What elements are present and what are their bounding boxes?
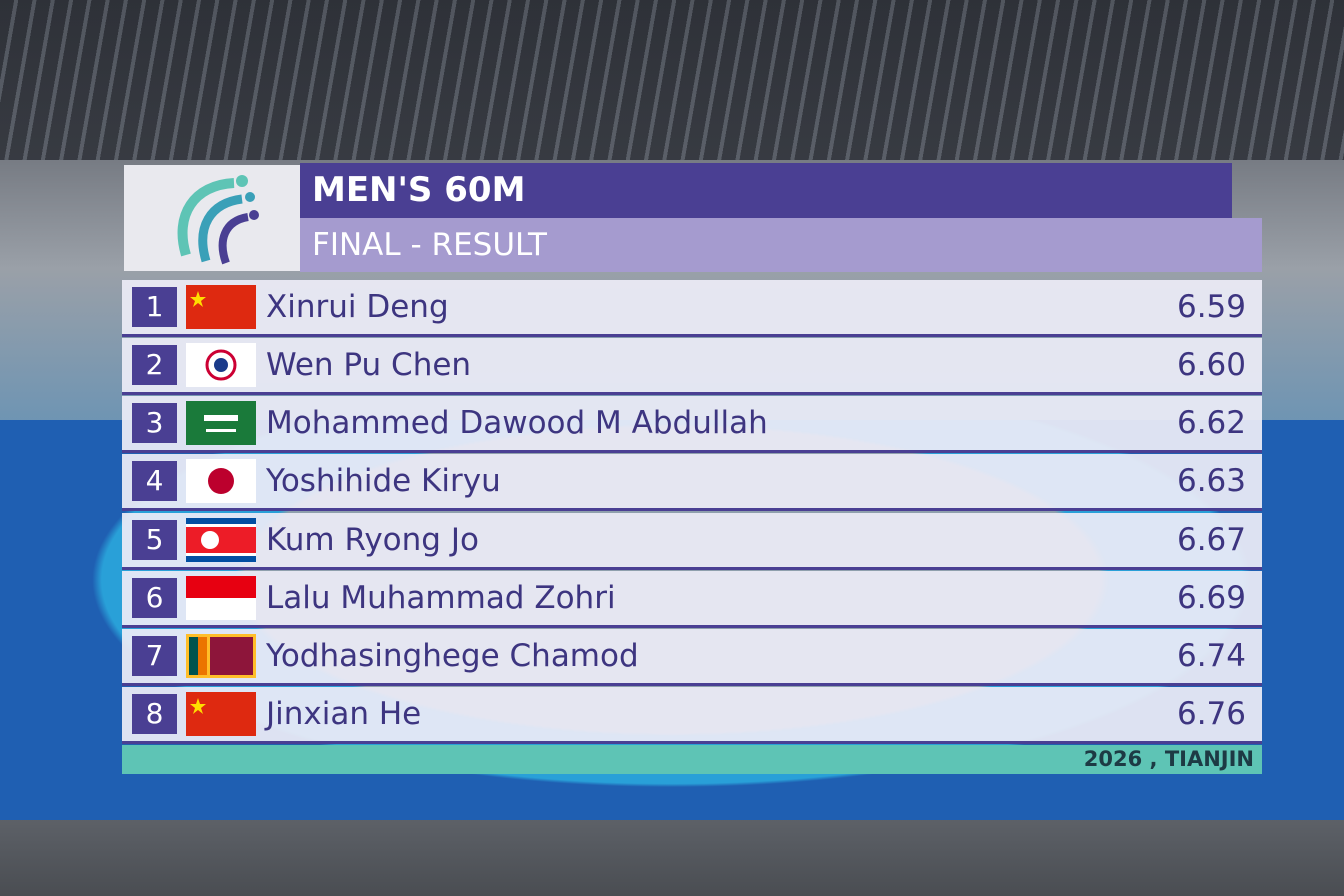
flag-icon [186, 691, 256, 736]
rank: 4 [132, 461, 177, 502]
footer: 2026 , TIANJIN [122, 745, 1262, 774]
rank: 2 [132, 345, 177, 386]
result-time: 6.63 [1176, 463, 1246, 500]
flag-icon [186, 517, 256, 562]
flag [186, 459, 256, 504]
rank: 3 [132, 403, 177, 444]
athlete-name: Jinxian He [266, 695, 422, 732]
event-logo [124, 165, 300, 271]
result-row: 2 Wen Pu Chen 6.60 [122, 338, 1262, 396]
flag-icon [186, 401, 256, 446]
flag [186, 691, 256, 736]
event-title: MEN'S 60M [300, 163, 1232, 218]
flag [186, 343, 256, 388]
result-time: 6.59 [1176, 289, 1246, 325]
athlete-name: Yodhasinghege Chamod [266, 637, 639, 674]
athlete-name: Mohammed Dawood M Abdullah [266, 405, 768, 442]
result-time: 6.69 [1176, 579, 1246, 616]
event-subtitle: FINAL - RESULT [300, 218, 1262, 272]
result-row: 4 Yoshihide Kiryu 6.63 [122, 454, 1262, 512]
athlete-name: Lalu Muhammad Zohri [266, 579, 616, 616]
result-row: 1 Xinrui Deng 6.59 [122, 280, 1262, 337]
result-row: 6 Lalu Muhammad Zohri 6.69 [122, 570, 1262, 628]
rank: 1 [132, 287, 177, 327]
rank: 7 [132, 635, 177, 676]
result-time: 6.67 [1176, 521, 1246, 558]
result-time: 6.62 [1176, 405, 1246, 442]
flag-icon [186, 633, 256, 678]
result-row: 8 Jinxian He 6.76 [122, 686, 1262, 744]
flag-icon [186, 343, 256, 388]
result-time: 6.76 [1176, 695, 1246, 732]
flag [186, 401, 256, 446]
athlete-name: Xinrui Deng [266, 289, 449, 325]
result-row: 3 Mohammed Dawood M Abdullah 6.62 [122, 396, 1262, 454]
flag-icon [186, 459, 256, 504]
result-row: 7 Yodhasinghege Chamod 6.74 [122, 628, 1262, 686]
flag-icon [186, 575, 256, 620]
flag [186, 285, 256, 329]
flag [186, 633, 256, 678]
rank: 6 [132, 577, 177, 618]
athlete-name: Yoshihide Kiryu [266, 463, 501, 500]
athlete-name: Wen Pu Chen [266, 347, 472, 384]
logo-mark [177, 175, 259, 265]
rank: 8 [132, 693, 177, 734]
result-row: 5 Kum Ryong Jo 6.67 [122, 512, 1262, 570]
results-board: MEN'S 60M FINAL - RESULT 2026 , TIANJIN … [122, 163, 1262, 774]
flag [186, 517, 256, 562]
athlete-name: Kum Ryong Jo [266, 521, 479, 558]
rank: 5 [132, 519, 177, 560]
result-time: 6.74 [1176, 637, 1246, 674]
flag [186, 575, 256, 620]
result-time: 6.60 [1176, 347, 1246, 384]
arena-roof [0, 0, 1344, 160]
flag-icon [186, 285, 256, 329]
